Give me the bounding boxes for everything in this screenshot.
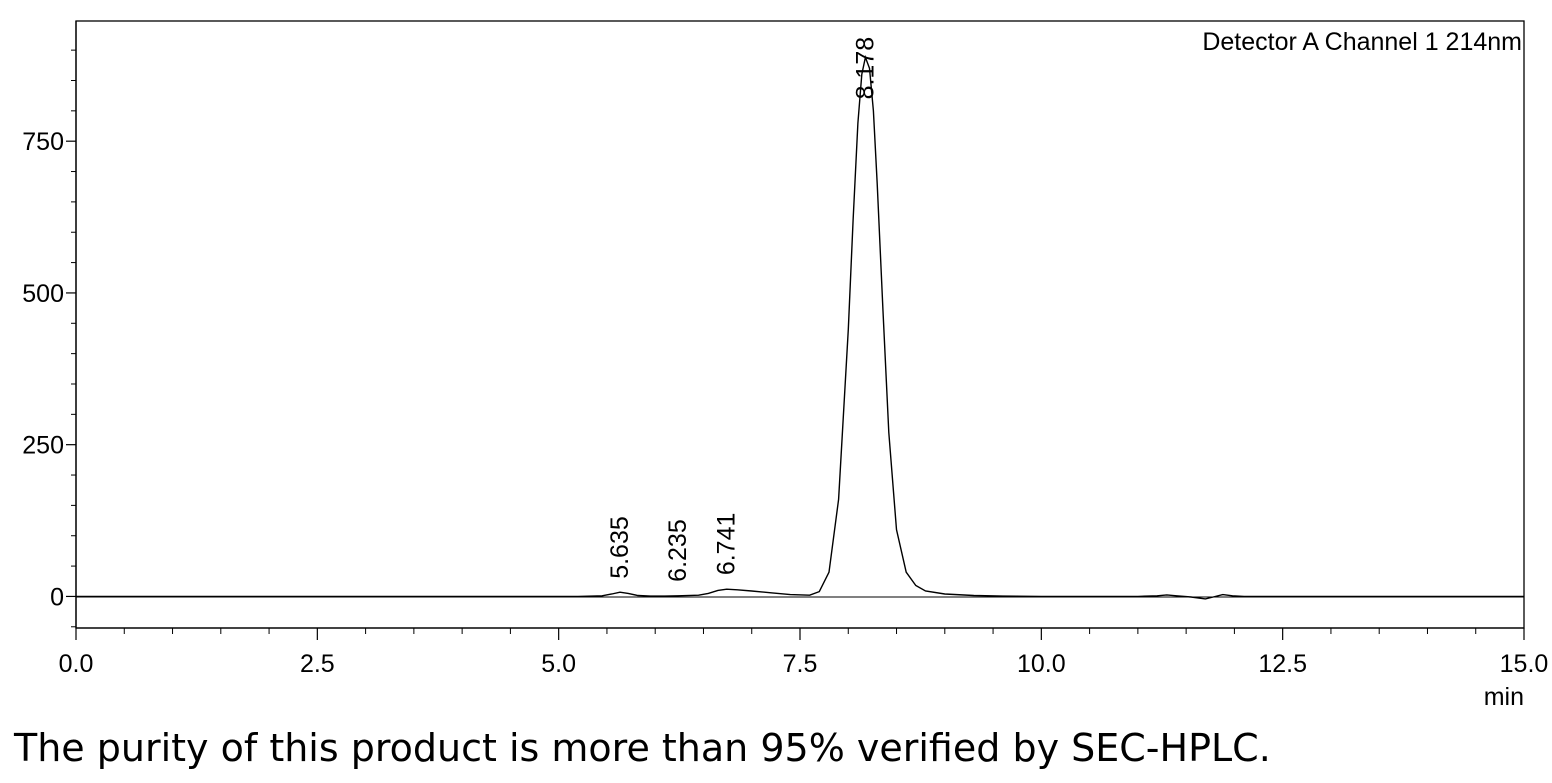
x-tick-label: 15.0 [1500, 650, 1549, 678]
chromatogram-chart: 0 250 500 750 0.0 2.5 5.0 7.5 10.0 12.5 15.0 5.63… [22, 20, 1549, 711]
peak-label: 6.235 [664, 519, 692, 582]
purity-caption: The purity of this product is more than … [14, 726, 1271, 770]
x-tick-label: 10.0 [1017, 650, 1066, 678]
x-tick-label: 0.0 [59, 650, 94, 678]
peak-label: 8.178 [851, 37, 879, 100]
x-tick-label: 5.0 [541, 650, 576, 678]
x-tick-label: 2.5 [300, 650, 335, 678]
y-tick-label: 250 [22, 432, 64, 460]
x-axis-ticks: 0.0 2.5 5.0 7.5 10.0 12.5 15.0 [59, 628, 1549, 678]
peak-labels: 5.635 6.235 6.741 8.178 [606, 37, 879, 582]
detector-label: Detector A Channel 1 214nm [1202, 28, 1522, 56]
x-axis-unit-label: min [1484, 683, 1524, 711]
y-tick-label: 0 [50, 583, 64, 611]
x-tick-label: 12.5 [1258, 650, 1307, 678]
y-tick-label: 750 [22, 128, 64, 156]
y-minor-ticks [71, 49, 76, 628]
chromatogram-trace [76, 54, 1524, 600]
x-tick-label: 7.5 [783, 650, 818, 678]
y-tick-label: 500 [22, 280, 64, 308]
peak-label: 6.741 [713, 513, 741, 576]
plot-frame [75, 20, 1525, 629]
peak-label: 5.635 [606, 516, 634, 579]
x-minor-ticks [123, 628, 1477, 634]
y-axis-ticks: 0 250 500 750 [22, 128, 76, 611]
